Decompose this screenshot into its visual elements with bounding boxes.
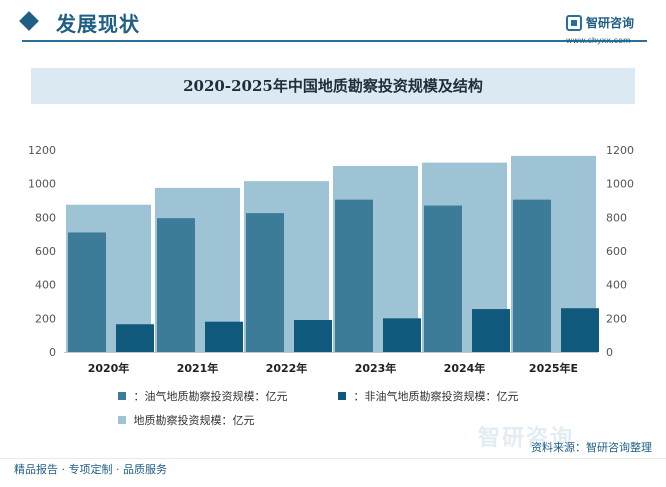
x-tick-label: 2022年 [266,361,308,375]
y-tick-label-left: 400 [35,279,56,292]
bar-oil-gas [68,232,106,352]
legend-swatch [118,416,126,424]
y-tick-label-right: 1200 [606,144,634,157]
bar-oil-gas [335,199,373,352]
bar-non-oil-gas [561,308,599,352]
bar-non-oil-gas [383,318,421,352]
footer: 精品报告 · 专项定制 · 品质服务 资料来源：智研咨询整理 [0,441,666,487]
brand-logo: 智研咨询 www.chyxx.com [566,14,656,50]
header-divider [22,40,647,42]
section-title: 发展现状 [56,12,140,36]
watermark-logo: 智研咨询 [478,426,575,451]
legend-label: 地质勘察投资规模：亿元 [133,414,255,427]
y-tick-label-right: 1000 [606,178,634,191]
x-tick-label: 2021年 [177,361,219,375]
brand-mark-icon [566,15,582,31]
legend-item-oil-gas: ：油气地质勘察投资规模：亿元 [118,388,288,404]
y-tick-label-left: 1000 [28,178,56,191]
legend-item-total: 地质勘察投资规模：亿元 [118,412,255,428]
footer-slogan: 精品报告 · 专项定制 · 品质服务 [14,463,167,476]
y-tick-label-right: 200 [606,312,627,325]
y-tick-label-left: 1200 [28,144,56,157]
y-tick-label-right: 600 [606,245,627,258]
header-section: 发展现状 智研咨询 www.chyxx.com [0,0,666,50]
legend-item-non-oil-gas: ：非油气地质勘察投资规模：亿元 [338,388,519,404]
y-tick-label-left: 600 [35,245,56,258]
y-tick-label-right: 800 [606,211,627,224]
x-tick-label: 2020年 [88,361,130,375]
brand-url: www.chyxx.com [566,36,631,45]
legend-swatch [118,392,126,400]
bar-non-oil-gas [472,309,510,352]
bar-non-oil-gas [205,321,243,352]
bar-oil-gas [513,199,551,352]
bar-non-oil-gas [294,320,332,352]
legend-swatch [338,392,346,400]
y-tick-label-right: 0 [606,346,613,359]
bar-non-oil-gas [116,324,154,352]
y-tick-label-right: 400 [606,279,627,292]
bar-oil-gas [157,218,195,352]
y-tick-label-left: 200 [35,312,56,325]
brand-name: 智研咨询 [586,16,635,30]
x-tick-label: 2023年 [355,361,397,375]
chart-title: 2020-2025年中国地质勘察投资规模及结构 [183,77,483,95]
legend-label: ：油气地质勘察投资规模：亿元 [133,390,288,403]
bar-oil-gas [246,213,284,352]
x-tick-label: 2024年 [444,361,486,375]
x-tick-label: 2025年E [529,361,578,375]
legend-label: ：非油气地质勘察投资规模：亿元 [353,390,519,403]
y-tick-label-left: 800 [35,211,56,224]
source-note: 资料来源：智研咨询整理 [531,441,652,454]
chart-title-bar: 2020-2025年中国地质勘察投资规模及结构 [31,68,635,104]
y-tick-label-left: 0 [49,346,56,359]
bar-oil-gas [424,205,462,352]
chart-legend: ：油气地质勘察投资规模：亿元 ：非油气地质勘察投资规模：亿元 地质勘察投资规模：… [118,388,638,432]
